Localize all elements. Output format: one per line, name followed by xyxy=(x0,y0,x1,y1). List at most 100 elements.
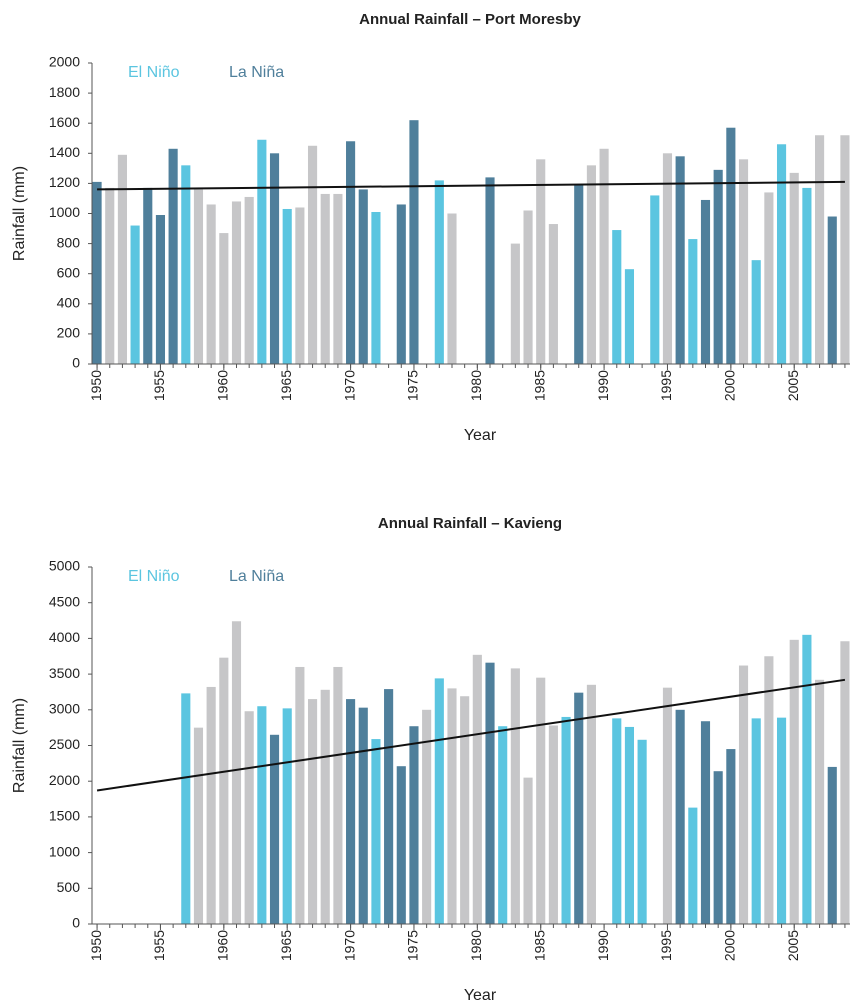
bar xyxy=(688,239,698,364)
x-tick-label: 1980 xyxy=(468,370,484,401)
bar xyxy=(346,699,356,924)
bar xyxy=(447,213,457,364)
bar xyxy=(472,654,482,924)
bar xyxy=(117,154,127,364)
x-tick-label: 1955 xyxy=(151,930,167,961)
bar xyxy=(612,718,622,924)
bar xyxy=(700,199,711,364)
bar xyxy=(815,135,825,364)
x-tick-label: 1970 xyxy=(341,370,357,401)
bar xyxy=(751,718,761,924)
bar xyxy=(523,777,533,924)
bar xyxy=(536,159,546,364)
bar xyxy=(295,666,305,924)
bar xyxy=(561,716,571,924)
bar xyxy=(612,230,622,364)
bar xyxy=(257,706,267,924)
x-tick-label: 1965 xyxy=(278,930,294,961)
bar xyxy=(624,726,635,924)
bar xyxy=(358,189,368,364)
bar xyxy=(840,641,850,924)
bar xyxy=(802,187,812,364)
y-tick-label: 1800 xyxy=(49,84,80,100)
bar xyxy=(662,153,673,364)
x-tick-label: 1975 xyxy=(405,370,421,401)
bar xyxy=(662,687,673,924)
bar xyxy=(219,233,229,364)
y-tick-label: 1600 xyxy=(49,114,80,130)
x-tick-label: 1985 xyxy=(531,370,547,401)
bar xyxy=(548,725,558,924)
bar xyxy=(409,120,419,364)
bar xyxy=(396,204,406,364)
bar xyxy=(827,216,837,364)
bar xyxy=(586,165,596,364)
y-tick-label: 1000 xyxy=(49,843,80,859)
bar xyxy=(269,153,280,364)
x-axis-label: Year xyxy=(464,987,497,1004)
bar xyxy=(650,195,660,364)
legend-label: La Niña xyxy=(229,568,284,585)
bar xyxy=(498,726,508,924)
bar xyxy=(751,260,761,364)
trend-line xyxy=(96,678,846,792)
bar xyxy=(295,207,305,364)
bar xyxy=(244,196,254,364)
bar xyxy=(675,709,685,924)
bar xyxy=(231,621,242,924)
bar xyxy=(764,192,774,364)
x-tick-label: 1980 xyxy=(468,930,484,961)
bar xyxy=(599,148,609,364)
bar xyxy=(92,181,102,364)
bar xyxy=(840,135,850,364)
bar xyxy=(738,665,749,924)
bar xyxy=(460,696,470,924)
y-tick-label: 1200 xyxy=(49,174,80,190)
bar xyxy=(574,184,584,364)
x-tick-label: 1960 xyxy=(215,930,231,961)
bar xyxy=(713,771,723,924)
x-tick-label: 1995 xyxy=(658,370,674,401)
bar xyxy=(371,739,381,924)
bar xyxy=(396,766,406,924)
bar xyxy=(219,657,229,924)
bar xyxy=(206,204,216,364)
y-tick-label: 1000 xyxy=(49,204,80,220)
bar xyxy=(726,749,736,924)
bar xyxy=(485,177,495,364)
bar xyxy=(193,189,204,364)
bar xyxy=(371,211,381,364)
trend-line xyxy=(97,180,845,191)
bar xyxy=(434,180,444,364)
x-tick-label: 1950 xyxy=(88,930,104,961)
bar xyxy=(688,807,698,924)
x-tick-label: 2005 xyxy=(785,370,801,401)
bar xyxy=(409,726,419,924)
bar xyxy=(548,224,558,364)
bar xyxy=(231,201,242,364)
y-tick-label: 200 xyxy=(57,325,81,341)
y-tick-label: 0 xyxy=(72,355,80,371)
bar xyxy=(181,165,191,364)
bar xyxy=(510,668,520,924)
x-tick-label: 1950 xyxy=(88,370,104,401)
y-tick-label: 800 xyxy=(57,234,81,250)
legend-label: La Niña xyxy=(229,64,284,81)
bar xyxy=(358,707,368,924)
y-tick-label: 600 xyxy=(57,264,81,280)
bar xyxy=(384,689,394,924)
x-tick-label: 1995 xyxy=(658,930,674,961)
y-tick-label: 4500 xyxy=(49,593,80,609)
bar xyxy=(586,684,596,924)
y-tick-label: 500 xyxy=(57,879,81,895)
bar xyxy=(307,145,318,364)
x-tick-label: 1990 xyxy=(595,370,611,401)
x-tick-label: 2005 xyxy=(785,930,801,961)
bar xyxy=(637,739,647,924)
legend-label: El Niño xyxy=(128,568,180,585)
bar xyxy=(257,139,267,364)
bar xyxy=(700,721,711,924)
bar xyxy=(675,156,685,364)
x-tick-label: 1955 xyxy=(151,370,167,401)
